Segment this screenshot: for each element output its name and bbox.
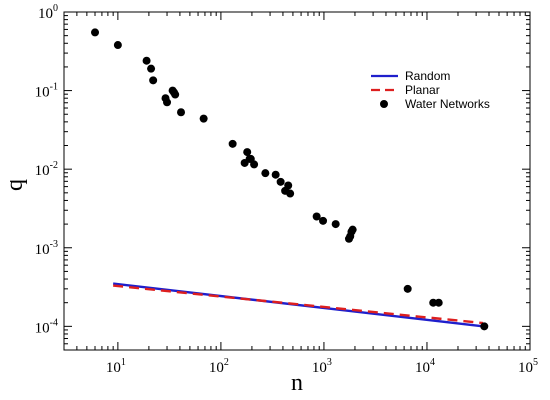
data-point-water-networks xyxy=(271,170,280,179)
y-tick-label: 10-3 xyxy=(35,239,58,258)
data-point-water-networks xyxy=(434,298,443,307)
data-point-water-networks xyxy=(142,56,151,65)
data-point-water-networks xyxy=(286,189,295,198)
data-point-water-networks xyxy=(177,108,186,117)
y-tick-label: 10-4 xyxy=(35,317,58,336)
series-line-planar xyxy=(113,284,484,325)
data-point-water-networks xyxy=(163,98,172,107)
data-points xyxy=(91,28,489,331)
tick-labels: 101 102 103 104 105 10-4 10-3 10-2 10-1 100 xyxy=(35,3,538,376)
data-point-water-networks xyxy=(403,284,412,293)
legend-marker-water-networks xyxy=(380,100,388,108)
data-point-water-networks xyxy=(147,64,156,73)
x-tick-label: 103 xyxy=(312,357,332,376)
legend-label-random: Random xyxy=(405,69,450,83)
data-point-water-networks xyxy=(228,139,237,148)
data-point-water-networks xyxy=(331,220,340,229)
x-tick-label: 105 xyxy=(518,357,538,376)
data-point-water-networks xyxy=(319,216,328,225)
y-tick-label: 10-2 xyxy=(35,160,58,179)
data-point-water-networks xyxy=(284,181,293,190)
data-point-water-networks xyxy=(312,212,321,221)
data-point-water-networks xyxy=(250,160,259,169)
y-axis-title: q xyxy=(2,179,28,191)
axis-ticks xyxy=(64,11,531,350)
x-tick-label: 104 xyxy=(415,357,435,376)
y-tick-label: 10-1 xyxy=(35,82,58,101)
y-tick-label: 100 xyxy=(38,3,58,22)
x-axis-title: n xyxy=(291,370,303,396)
data-point-water-networks xyxy=(171,90,180,99)
data-point-water-networks xyxy=(149,76,158,85)
legend-label-water-networks: Water Networks xyxy=(405,97,490,111)
plot-frame xyxy=(63,11,531,351)
data-point-water-networks xyxy=(91,28,100,37)
x-tick-label: 101 xyxy=(106,357,126,376)
data-point-water-networks xyxy=(348,225,357,234)
data-point-water-networks xyxy=(261,169,270,178)
legend: Random Planar Water Networks xyxy=(371,69,490,111)
data-point-water-networks xyxy=(199,114,208,123)
x-tick-label: 102 xyxy=(209,357,229,376)
data-point-water-networks xyxy=(480,322,489,331)
data-point-water-networks xyxy=(113,41,122,50)
data-point-water-networks xyxy=(243,148,252,157)
data-point-water-networks xyxy=(429,298,438,307)
data-point-water-networks xyxy=(276,177,285,186)
legend-label-planar: Planar xyxy=(405,83,440,97)
series-lines xyxy=(113,282,484,328)
